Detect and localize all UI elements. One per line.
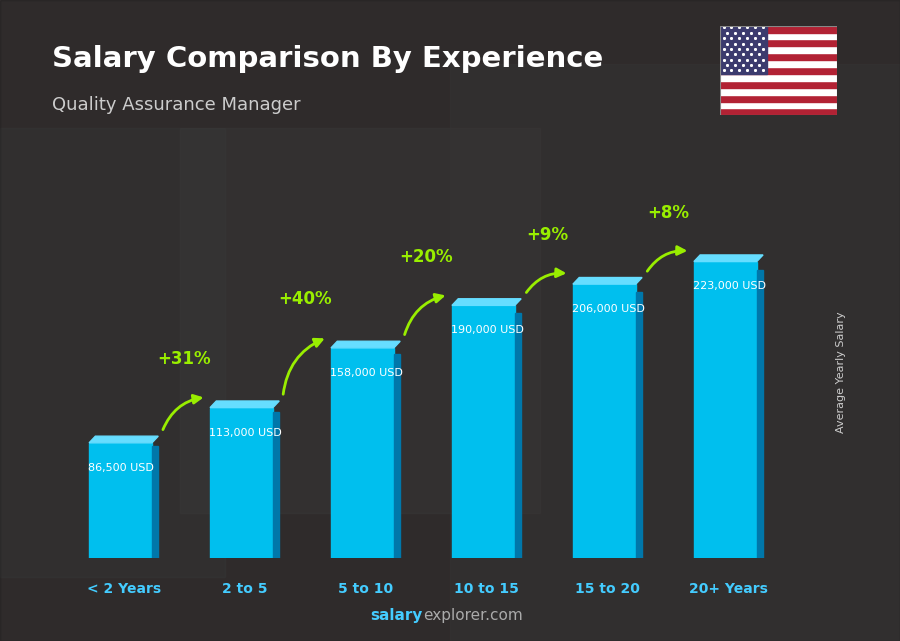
Bar: [573, 284, 635, 558]
Bar: [720, 101, 837, 108]
Bar: [450, 64, 900, 641]
Bar: [720, 46, 837, 53]
Text: +8%: +8%: [647, 204, 689, 222]
Text: explorer.com: explorer.com: [423, 608, 523, 623]
Polygon shape: [89, 436, 158, 443]
Text: Quality Assurance Manager: Quality Assurance Manager: [51, 96, 301, 114]
Bar: [152, 446, 158, 558]
Bar: [515, 313, 521, 558]
Text: Salary Comparison By Experience: Salary Comparison By Experience: [51, 45, 603, 73]
Text: +31%: +31%: [158, 350, 211, 368]
Text: +20%: +20%: [400, 247, 453, 265]
Bar: [394, 354, 400, 558]
Text: 86,500 USD: 86,500 USD: [88, 463, 154, 472]
Bar: [720, 53, 837, 60]
Text: 2 to 5: 2 to 5: [222, 581, 267, 595]
Text: 223,000 USD: 223,000 USD: [693, 281, 766, 292]
Text: 5 to 10: 5 to 10: [338, 581, 393, 595]
Text: salary: salary: [371, 608, 423, 623]
Bar: [720, 81, 837, 88]
Bar: [331, 348, 394, 558]
Bar: [210, 408, 273, 558]
Bar: [720, 26, 837, 33]
Bar: [0, 128, 225, 577]
Bar: [720, 108, 837, 115]
Text: 10 to 15: 10 to 15: [454, 581, 519, 595]
Bar: [180, 128, 540, 513]
Text: +9%: +9%: [526, 226, 568, 244]
Bar: [635, 292, 642, 558]
Bar: [720, 40, 837, 46]
Bar: [720, 74, 837, 81]
Polygon shape: [210, 401, 279, 408]
Polygon shape: [452, 299, 521, 305]
Text: 206,000 USD: 206,000 USD: [572, 304, 644, 314]
Bar: [720, 60, 837, 67]
Text: 190,000 USD: 190,000 USD: [451, 326, 524, 335]
Text: < 2 Years: < 2 Years: [86, 581, 161, 595]
Bar: [694, 262, 757, 558]
Text: 20+ Years: 20+ Years: [689, 581, 768, 595]
Text: Average Yearly Salary: Average Yearly Salary: [836, 311, 847, 433]
Bar: [452, 305, 515, 558]
Bar: [89, 443, 152, 558]
Text: 113,000 USD: 113,000 USD: [209, 428, 282, 438]
Bar: [720, 33, 837, 40]
Bar: [720, 88, 837, 95]
Text: 15 to 20: 15 to 20: [575, 581, 640, 595]
Text: +40%: +40%: [278, 290, 332, 308]
Text: 158,000 USD: 158,000 USD: [329, 368, 402, 378]
Polygon shape: [694, 255, 763, 262]
Polygon shape: [573, 278, 642, 284]
Polygon shape: [331, 341, 400, 348]
Bar: [720, 67, 837, 74]
Bar: [720, 95, 837, 101]
Bar: [757, 271, 763, 558]
Bar: [720, 26, 767, 74]
Bar: [273, 412, 279, 558]
